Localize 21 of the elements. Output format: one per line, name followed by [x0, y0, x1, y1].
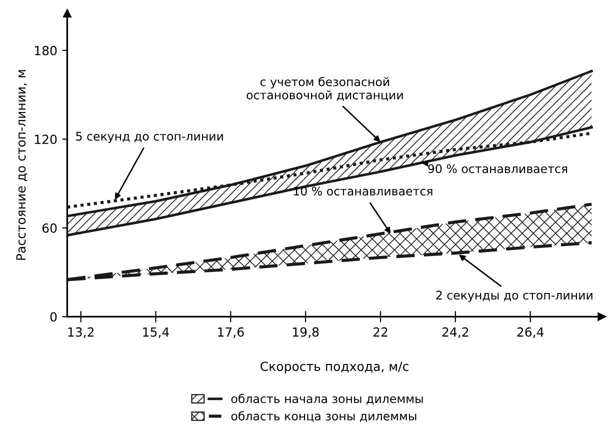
line-series	[67, 126, 593, 237]
x-tick-label: 24,2	[442, 327, 468, 338]
y-axis-title: Расстояние до стоп-линии, м	[16, 70, 28, 260]
y-tick-label: 180	[35, 46, 57, 56]
y-tick-label: 60	[42, 223, 57, 233]
x-tick-label: 13,2	[68, 327, 94, 338]
annotation: 10 % останавливается	[294, 186, 432, 196]
x-tick-label: 15,4	[143, 327, 169, 338]
annotation: 5 секунд до стоп-линии	[76, 132, 223, 143]
x-tick-label: 22	[373, 327, 388, 337]
annotation: 90 % останавливается	[428, 164, 568, 174]
y-tick-label: 0	[50, 312, 57, 322]
annotation: 2 секунды до стоп-линии	[436, 290, 592, 302]
legend-label: область начала зоны дилеммы	[231, 394, 423, 405]
x-tick-label: 26,4	[517, 327, 544, 338]
x-axis-title: Скорость подхода, м/с	[260, 362, 408, 374]
x-tick-label: 19,8	[293, 327, 319, 338]
annotation: с учетом безопасной остановочной дистанции	[246, 76, 403, 101]
y-tick-label: 120	[35, 134, 57, 144]
legend-label: область конца зоны дилеммы	[231, 411, 416, 422]
x-tick-label: 17,6	[218, 327, 244, 338]
